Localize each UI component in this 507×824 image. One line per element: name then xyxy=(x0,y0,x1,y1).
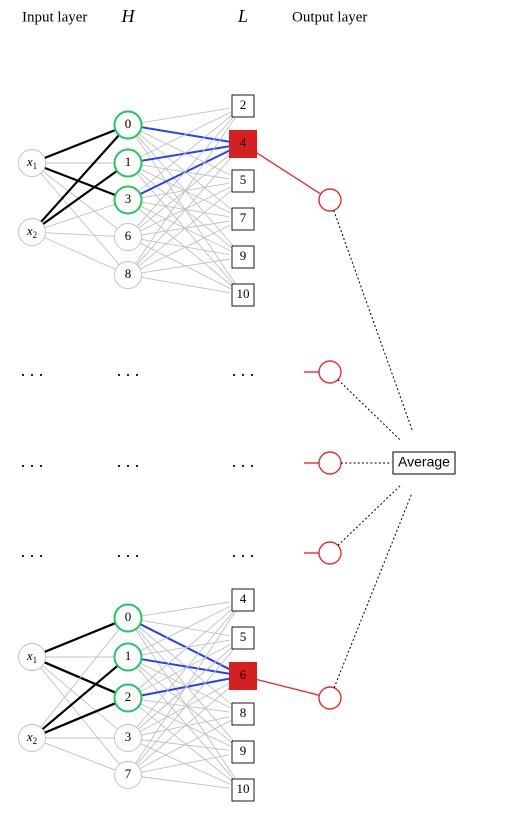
svg-text:Input layer: Input layer xyxy=(22,9,87,25)
svg-text:4: 4 xyxy=(240,135,247,150)
svg-text:9: 9 xyxy=(240,743,247,758)
svg-text:8: 8 xyxy=(240,705,247,720)
svg-text:6: 6 xyxy=(125,228,132,243)
svg-text:6: 6 xyxy=(240,667,247,682)
svg-text:. . .: . . . xyxy=(232,451,255,471)
svg-text:3: 3 xyxy=(125,191,132,206)
svg-text:1: 1 xyxy=(125,648,132,663)
svg-text:0: 0 xyxy=(125,116,132,131)
svg-text:3: 3 xyxy=(125,729,132,744)
svg-text:4: 4 xyxy=(240,591,247,606)
svg-text:. . .: . . . xyxy=(117,541,140,561)
svg-text:. . .: . . . xyxy=(21,451,44,471)
svg-text:10: 10 xyxy=(237,286,250,301)
svg-text:2: 2 xyxy=(125,689,132,704)
svg-text:9: 9 xyxy=(240,248,247,263)
svg-text:7: 7 xyxy=(240,210,247,225)
svg-text:Average: Average xyxy=(398,454,450,470)
svg-text:. . .: . . . xyxy=(232,360,255,380)
svg-text:5: 5 xyxy=(240,172,247,187)
network-diagram: Input layerHLOutput layerx1x201368245791… xyxy=(0,0,507,824)
svg-text:5: 5 xyxy=(240,629,247,644)
svg-text:. . .: . . . xyxy=(232,541,255,561)
svg-text:1: 1 xyxy=(125,154,132,169)
svg-text:H: H xyxy=(121,6,136,26)
svg-text:0: 0 xyxy=(125,609,132,624)
svg-text:. . .: . . . xyxy=(117,451,140,471)
svg-text:2: 2 xyxy=(240,97,247,112)
svg-text:8: 8 xyxy=(125,266,132,281)
svg-text:L: L xyxy=(237,6,248,26)
svg-text:. . .: . . . xyxy=(21,541,44,561)
svg-text:. . .: . . . xyxy=(21,360,44,380)
svg-text:Output layer: Output layer xyxy=(292,9,367,25)
svg-text:10: 10 xyxy=(237,781,250,796)
svg-text:7: 7 xyxy=(125,766,132,781)
svg-text:. . .: . . . xyxy=(117,360,140,380)
